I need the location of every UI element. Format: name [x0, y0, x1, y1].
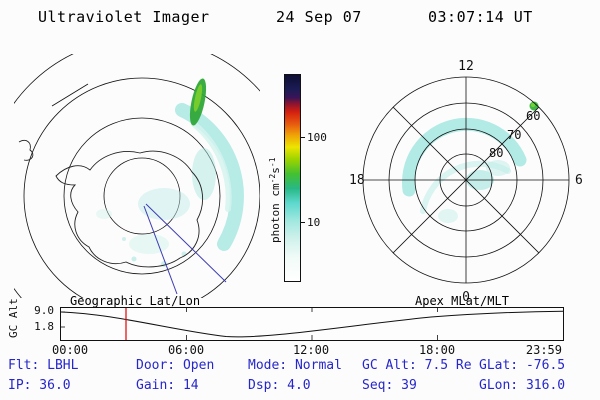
gc-alt-plot: [60, 307, 564, 341]
status-seq: Seq: 39: [362, 378, 417, 393]
time-tick-2359: 23:59: [525, 343, 562, 357]
status-gcalt: GC Alt: 7.5 Re: [362, 358, 472, 373]
mlt-label-6: 6: [575, 173, 583, 188]
colorbar-tick-10: 10: [307, 216, 321, 229]
gc-alt-ylabel: GC Alt: [7, 298, 20, 338]
colorbar-tickmark-10: [301, 222, 305, 223]
status-ip: IP: 36.0: [8, 378, 71, 393]
mlat-label-80: 80: [489, 146, 503, 160]
status-gain: Gain: 14: [136, 378, 199, 393]
status-dsp: Dsp: 4.0: [248, 378, 311, 393]
aurora-bright-spot: [189, 78, 207, 126]
gc-axis-ticks: [61, 308, 438, 340]
mlat-label-70: 70: [507, 128, 521, 142]
status-glat: GLat: -76.5: [479, 358, 566, 373]
unit-mid: s: [269, 167, 282, 174]
mlat-label-60: 60: [526, 109, 540, 123]
time-display: 03:07:14 UT: [428, 8, 533, 26]
apex-caption: Apex MLat/MLT: [415, 294, 509, 308]
antarctica-coastline: [18, 139, 203, 268]
app-title: Ultraviolet Imager: [38, 8, 210, 26]
gc-ytick-18: 1.8: [34, 320, 54, 333]
unit-prefix: photon cm: [269, 183, 282, 243]
status-door: Door: Open: [136, 358, 215, 373]
gc-alt-curve-svg: [60, 308, 564, 340]
mlt-label-0: 0: [462, 290, 470, 304]
unit-sup-neg2: -2: [268, 173, 277, 184]
status-mode: Mode: Normal: [248, 358, 342, 373]
colorbar-unit-label: photon cm-2s-1: [268, 157, 282, 243]
geographic-map-panel: [14, 54, 260, 298]
latlon-grid: [14, 54, 260, 298]
time-tick-0600: 06:00: [167, 343, 205, 357]
time-tick-1800: 18:00: [418, 343, 456, 357]
gc-alt-curve: [60, 310, 564, 338]
status-flt: Flt: LBHL: [8, 358, 79, 373]
mlt-label-18: 18: [349, 173, 365, 188]
geo-caption: Geographic Lat/Lon: [70, 294, 201, 308]
apex-aurora-bright-spot: [529, 101, 539, 111]
unit-sup-neg1: -1: [268, 157, 277, 168]
colorbar-tick-100: 100: [307, 131, 327, 144]
terminator-line: [143, 203, 227, 295]
apex-polar-panel: 12 0 18 6 60 70 80: [349, 59, 583, 304]
status-glon: GLon: 316.0: [479, 378, 566, 393]
aurora-emission: [96, 78, 244, 267]
apex-grid: [362, 76, 570, 284]
colorbar-tickmark-100: [301, 137, 305, 138]
time-tick-1200: 12:00: [292, 343, 330, 357]
colorbar-gradient: [284, 74, 301, 282]
date-display: 24 Sep 07: [276, 8, 362, 26]
gc-ytick-9: 9.0: [34, 304, 54, 317]
time-tick-0000: 00:00: [52, 343, 89, 357]
mlt-label-12: 12: [458, 59, 474, 74]
